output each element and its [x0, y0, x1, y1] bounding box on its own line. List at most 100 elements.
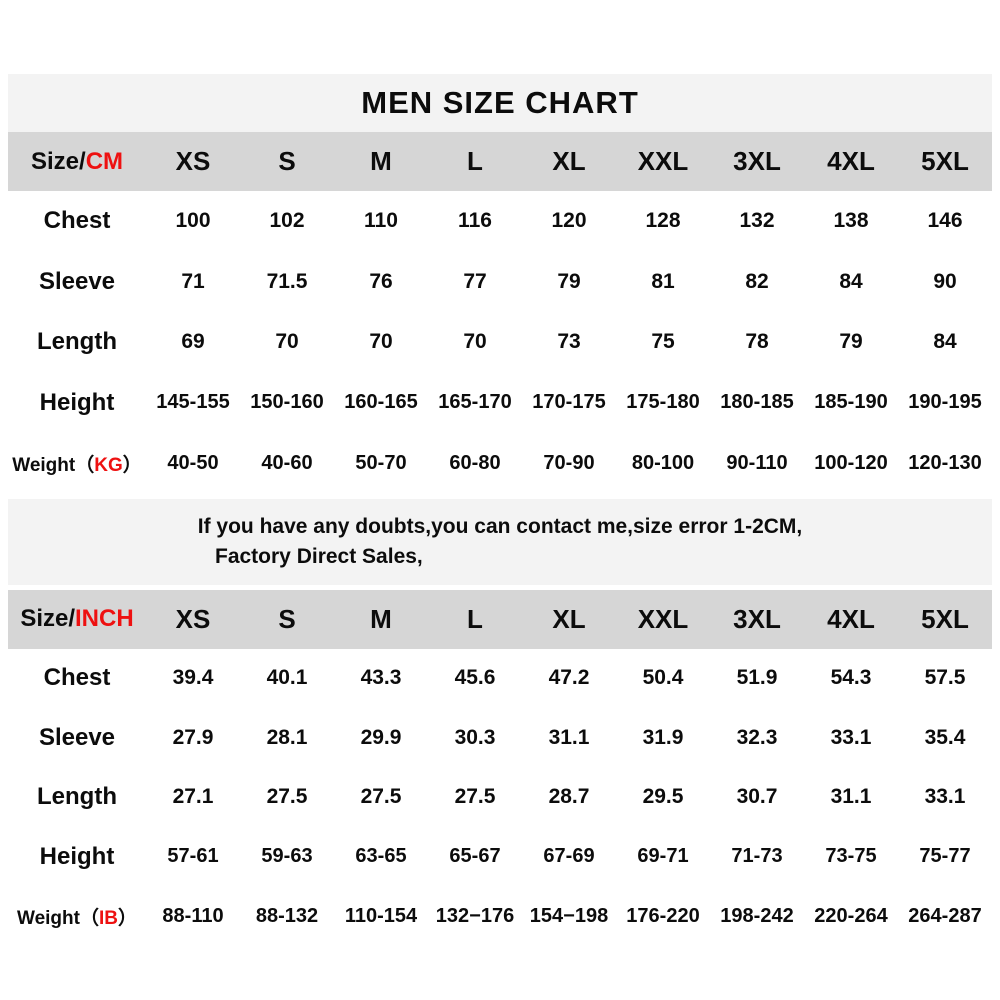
size-column-header: 4XL — [827, 146, 875, 176]
size-value-cell: 31.1 — [830, 785, 872, 809]
row-label-text: Chest — [43, 207, 111, 235]
size-value-cell: 90-110 — [726, 451, 788, 474]
inch-header-row: Size/INCH XS S M L XL XXL 3XL 4XL 5XL — [8, 589, 992, 649]
cm-header-row: Size/CM XS S M L XL XXL 3XL 4XL 5XL — [8, 132, 992, 191]
size-value-cell: 33.1 — [924, 785, 966, 809]
size-value-cell: 40.1 — [266, 666, 308, 690]
size-value-cell: 73 — [557, 330, 581, 354]
cm-row-length: Length 69 70 70 70 73 75 78 79 84 — [8, 312, 992, 373]
size-column-header: S — [278, 146, 296, 176]
inch-row-length: Length 27.1 27.5 27.5 27.5 28.7 29.5 30.7 31.1 33… — [8, 768, 992, 828]
row-label: Height — [8, 843, 146, 871]
size-value-cell: 154−198 — [529, 904, 609, 927]
row-label: Chest — [8, 664, 146, 692]
size-value-cell: 70 — [275, 330, 299, 354]
size-value-cell: 43.3 — [360, 666, 402, 690]
row-label-text: Sleeve — [38, 723, 116, 751]
row-label: Weight（IB） — [8, 903, 146, 930]
row-label: Weight（KG） — [8, 450, 146, 477]
row-label: Height — [8, 389, 146, 417]
size-column-header: XL — [552, 603, 586, 634]
size-header-unit: INCH — [75, 605, 134, 632]
size-value-cell: 67-69 — [543, 845, 595, 868]
size-value-cell: 65-67 — [449, 845, 501, 868]
size-value-cell: 69 — [181, 330, 205, 354]
size-value-cell: 185-190 — [814, 391, 888, 414]
size-value-cell: 100 — [175, 209, 211, 233]
size-value-cell: 90 — [933, 269, 957, 293]
size-value-cell: 82 — [745, 269, 769, 293]
size-header-unit: CM — [85, 147, 124, 175]
row-label-text: Weight — [12, 454, 76, 476]
row-label: Sleeve — [8, 268, 146, 296]
size-value-cell: 88-132 — [255, 904, 319, 927]
size-column-header: 4XL — [827, 603, 875, 634]
size-column-header: XS — [175, 146, 211, 176]
size-value-cell: 75 — [651, 330, 675, 354]
size-header-prefix: Size/ — [30, 147, 86, 175]
size-value-cell: 73-75 — [825, 845, 877, 868]
size-value-cell: 102 — [269, 209, 305, 233]
row-label: Sleeve — [8, 724, 146, 752]
size-value-cell: 120 — [551, 209, 587, 233]
cm-row-height: Height 145-155 150-160 160-165 165-170 170-17… — [8, 373, 992, 434]
size-value-cell: 31.9 — [642, 725, 684, 749]
note-banner: If you have any doubts,you can contact m… — [8, 498, 992, 585]
size-value-cell: 79 — [557, 269, 581, 293]
size-value-cell: 45.6 — [454, 666, 496, 690]
size-value-cell: 47.2 — [548, 666, 590, 690]
size-value-cell: 35.4 — [924, 725, 966, 749]
size-value-cell: 50-70 — [355, 451, 407, 474]
size-value-cell: 27.5 — [360, 785, 402, 809]
size-value-cell: 29.9 — [360, 725, 402, 749]
row-label-text: Height — [39, 388, 115, 416]
size-value-cell: 78 — [745, 330, 769, 354]
size-value-cell: 40-60 — [261, 451, 313, 474]
size-column-header: XS — [175, 603, 211, 634]
size-value-cell: 30.3 — [454, 725, 496, 749]
size-value-cell: 110-154 — [344, 904, 418, 927]
size-value-cell: 31.1 — [548, 725, 590, 749]
size-column-header: 3XL — [733, 603, 781, 634]
size-value-cell: 110 — [364, 209, 398, 233]
size-value-cell: 176-220 — [626, 904, 700, 927]
size-value-cell: 79 — [839, 330, 863, 354]
inch-row-height: Height 57-61 59-63 63-65 65-67 67-69 69-71 71-7… — [8, 827, 992, 887]
size-value-cell: 132−176 — [435, 904, 515, 927]
size-column-header: 3XL — [733, 146, 781, 176]
size-value-cell: 69-71 — [637, 845, 689, 868]
cm-row-chest: Chest 100 102 110 116 120 128 132 138 146 — [8, 191, 992, 252]
size-value-cell: 28.7 — [548, 785, 590, 809]
size-value-cell: 27.1 — [172, 785, 214, 809]
row-label: Chest — [8, 207, 146, 235]
size-value-cell: 160-165 — [344, 391, 418, 414]
row-label-text: Length — [37, 328, 117, 356]
size-value-cell: 170-175 — [532, 391, 606, 414]
page-title: MEN SIZE CHART — [8, 74, 992, 132]
inch-row-weight: Weight（IB） 88-110 88-132 110-154 132−176 154−… — [8, 887, 992, 947]
size-value-cell: 128 — [645, 209, 681, 233]
size-column-header: L — [467, 603, 483, 634]
size-column-header: L — [467, 146, 483, 176]
size-value-cell: 51.9 — [736, 666, 778, 690]
size-value-cell: 175-180 — [626, 391, 700, 414]
size-value-cell: 32.3 — [736, 725, 778, 749]
size-value-cell: 132 — [739, 209, 775, 233]
row-label-text: Height — [39, 842, 115, 870]
size-value-cell: 116 — [458, 209, 492, 233]
size-value-cell: 57.5 — [924, 666, 966, 690]
row-unit: IB — [98, 907, 118, 929]
size-value-cell: 70 — [463, 330, 487, 354]
size-value-cell: 70 — [369, 330, 393, 354]
size-value-cell: 70-90 — [543, 451, 595, 474]
paren-close: ） — [117, 907, 137, 929]
size-value-cell: 28.1 — [266, 725, 308, 749]
size-column-header: 5XL — [921, 146, 969, 176]
size-value-cell: 220-264 — [814, 904, 888, 927]
size-value-cell: 146 — [927, 209, 963, 233]
paren-open: （ — [79, 907, 99, 929]
size-value-cell: 120-130 — [908, 451, 982, 474]
men-size-chart-page: MEN SIZE CHART Size/CM XS S M L XL XXL 3XL 4XL 5X… — [8, 74, 992, 947]
size-value-cell: 71.5 — [266, 269, 308, 293]
paren-close: ） — [122, 454, 142, 476]
